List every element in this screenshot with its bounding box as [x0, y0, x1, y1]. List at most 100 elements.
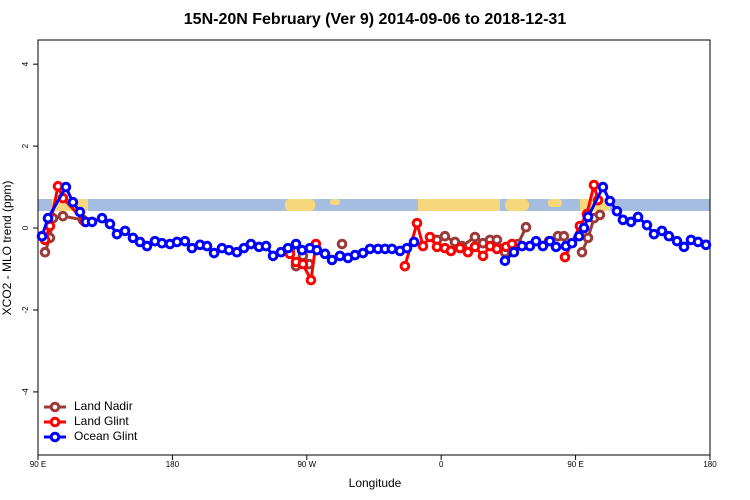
data-point: [477, 250, 489, 262]
x-tick-label: 0: [439, 460, 444, 469]
data-point: [469, 231, 481, 243]
data-point: [399, 260, 411, 272]
data-point: [411, 217, 423, 229]
land-patch: [505, 199, 529, 211]
land-patch: [285, 199, 315, 211]
data-point: [491, 234, 503, 246]
data-point: [656, 225, 668, 237]
data-point: [260, 240, 272, 252]
data-point: [445, 245, 457, 257]
data-point: [671, 235, 683, 247]
data-point: [86, 216, 98, 228]
data-point: [208, 247, 220, 259]
data-point: [336, 238, 348, 250]
data-point: [305, 274, 317, 286]
legend-marker: [49, 416, 61, 428]
data-point: [60, 181, 72, 193]
data-point: [141, 240, 153, 252]
data-point: [171, 236, 183, 248]
data-point: [632, 211, 644, 223]
data-point: [506, 238, 518, 250]
data-point: [641, 219, 653, 231]
data-point: [245, 238, 257, 250]
data-point: [39, 246, 51, 258]
y-tick-label: -2: [21, 306, 30, 314]
data-point: [594, 209, 606, 221]
data-point: [431, 241, 443, 253]
data-point: [311, 244, 323, 256]
data-point: [678, 241, 690, 253]
data-point: [334, 250, 346, 262]
data-point: [186, 242, 198, 254]
data-point: [625, 216, 637, 228]
y-tick-label: 2: [21, 143, 30, 148]
y-axis-label: XCO2 - MLO trend (ppm): [0, 181, 14, 316]
data-point: [57, 210, 69, 222]
data-point: [582, 211, 594, 223]
legend-label: Land Nadir: [74, 399, 133, 413]
data-point: [559, 251, 571, 263]
data-point: [617, 214, 629, 226]
data-point: [597, 181, 609, 193]
data-point: [588, 179, 600, 191]
land-patch: [548, 199, 562, 207]
x-tick-label: 180: [166, 460, 180, 469]
data-point: [544, 235, 556, 247]
data-point: [201, 240, 213, 252]
data-point: [558, 230, 570, 242]
data-point: [520, 221, 532, 233]
data-point: [462, 246, 474, 258]
data-point: [530, 235, 542, 247]
data-point: [401, 242, 413, 254]
data-point: [582, 232, 594, 244]
data-point: [319, 248, 331, 260]
y-tick-label: -4: [21, 388, 30, 396]
legend-label: Ocean Glint: [74, 429, 138, 443]
legend-marker: [49, 431, 61, 443]
x-axis-label: Longitude: [349, 476, 402, 490]
data-point: [156, 237, 168, 249]
land-patch: [418, 199, 500, 211]
data-point: [573, 230, 585, 242]
data-point: [386, 243, 398, 255]
legend-label: Land Glint: [74, 414, 129, 428]
data-point: [663, 230, 675, 242]
data-point: [408, 236, 420, 248]
data-point: [578, 222, 590, 234]
legend-marker: [49, 401, 61, 413]
data-point: [604, 195, 616, 207]
data-point: [111, 228, 123, 240]
data-point: [282, 242, 294, 254]
data-point: [297, 258, 309, 270]
data-point: [499, 255, 511, 267]
land-patch: [330, 199, 340, 205]
data-point: [179, 235, 191, 247]
x-tick-label: 90 E: [567, 460, 583, 469]
data-point: [566, 237, 578, 249]
data-point: [104, 218, 116, 230]
data-point: [364, 243, 376, 255]
data-point: [439, 230, 451, 242]
y-tick-label: 4: [21, 61, 30, 66]
data-point: [537, 240, 549, 252]
data-point: [576, 246, 588, 258]
data-point: [550, 241, 562, 253]
data-point: [326, 254, 338, 266]
ocean-band: [38, 199, 710, 211]
x-tick-label: 90 E: [30, 460, 46, 469]
data-point: [52, 180, 64, 192]
data-point: [67, 196, 79, 208]
data-point: [290, 238, 302, 250]
data-point: [424, 231, 436, 243]
data-point: [454, 242, 466, 254]
y-tick-label: 0: [21, 225, 30, 230]
data-point: [700, 239, 712, 251]
data-point: [42, 212, 54, 224]
chart-title: 15N-20N February (Ver 9) 2014-09-06 to 2…: [184, 11, 567, 28]
x-tick-label: 90 W: [297, 460, 316, 469]
data-point: [417, 240, 429, 252]
data-point: [267, 250, 279, 262]
data-point: [96, 212, 108, 224]
